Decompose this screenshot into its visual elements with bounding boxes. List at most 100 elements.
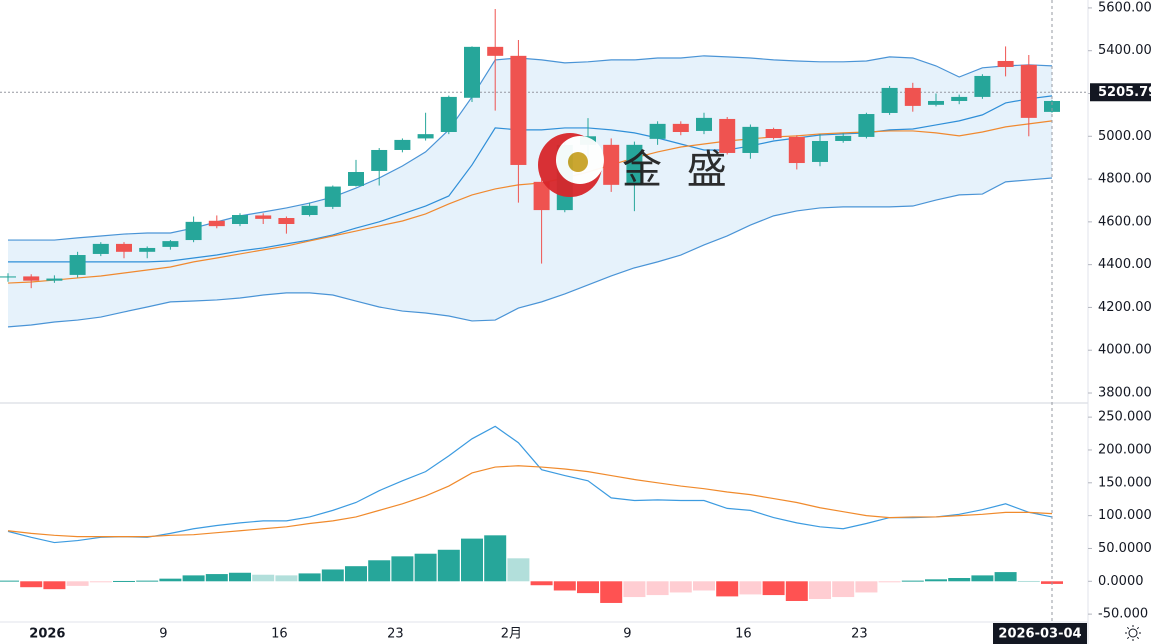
candle-body bbox=[324, 186, 341, 207]
macd-bar bbox=[159, 578, 182, 582]
macd-bar bbox=[275, 575, 298, 582]
macd-y-tick-label: -50.000 bbox=[1098, 607, 1148, 622]
candle-body bbox=[417, 134, 434, 139]
last-price-box bbox=[1090, 83, 1151, 102]
candle-body bbox=[672, 123, 689, 133]
crosshair-time-box bbox=[993, 623, 1087, 644]
candle-body bbox=[464, 46, 480, 98]
macd-bar bbox=[136, 580, 159, 582]
macd-y-tick-label: 100.000 bbox=[1098, 508, 1151, 523]
macd-bar bbox=[878, 581, 901, 583]
candle-body bbox=[116, 243, 132, 252]
line-layer bbox=[0, 55, 1088, 328]
x-tick-label: 16 bbox=[735, 627, 752, 642]
macd-bar bbox=[693, 581, 715, 591]
macd-bar bbox=[0, 580, 19, 582]
macd-bar bbox=[182, 575, 205, 582]
candle-body bbox=[719, 118, 736, 153]
settings-rays bbox=[1125, 625, 1141, 641]
macd-y-tick-label: 250.000 bbox=[1098, 410, 1151, 425]
macd-bar bbox=[553, 581, 576, 591]
candle-body bbox=[533, 181, 550, 211]
candle-body bbox=[394, 139, 411, 150]
mark-layer bbox=[0, 8, 1063, 603]
candle-body bbox=[997, 60, 1014, 67]
candle-body bbox=[696, 117, 712, 131]
macd-bar bbox=[809, 581, 831, 600]
macd-bar bbox=[1017, 580, 1040, 582]
macd-bar bbox=[832, 581, 855, 598]
macd-bar bbox=[646, 581, 669, 596]
candle-body bbox=[626, 144, 643, 185]
candle-body bbox=[46, 278, 63, 281]
macd-bar bbox=[461, 538, 483, 582]
band-layer bbox=[8, 55, 1052, 327]
axis-layer: 5600.005400.005200.005000.004800.004600.… bbox=[29, 0, 1151, 644]
macd-y-tick-label: 50.0000 bbox=[1098, 541, 1151, 556]
settings-core bbox=[1128, 628, 1138, 638]
macd-y-tick-label: 200.000 bbox=[1098, 442, 1151, 457]
macd-bar bbox=[368, 560, 391, 582]
macd-bar bbox=[762, 581, 785, 596]
settings-icon[interactable] bbox=[1125, 625, 1141, 641]
macd-bar bbox=[925, 579, 947, 582]
macd-bar bbox=[391, 556, 414, 582]
y-tick-label: 5000.00 bbox=[1098, 129, 1151, 144]
macd-bar bbox=[739, 581, 762, 595]
macd-bar bbox=[577, 581, 599, 594]
candle-body bbox=[603, 144, 620, 185]
candle-body bbox=[92, 243, 109, 254]
candle-body bbox=[440, 96, 457, 133]
x-tick-label: 23 bbox=[387, 627, 404, 642]
watermark: 金 盛 bbox=[538, 133, 733, 197]
macd-bar bbox=[345, 566, 367, 582]
candle-body bbox=[348, 172, 364, 186]
candle-body bbox=[904, 87, 921, 106]
x-tick-label: 16 bbox=[271, 627, 288, 642]
macd-bar bbox=[785, 581, 808, 601]
y-tick-label: 4800.00 bbox=[1098, 172, 1151, 187]
macd-bar bbox=[437, 549, 460, 582]
y-tick-label: 4400.00 bbox=[1098, 257, 1151, 272]
candle-body bbox=[487, 46, 504, 56]
macd-bar bbox=[669, 581, 692, 593]
macd-bar bbox=[530, 581, 553, 586]
candle-body bbox=[974, 75, 991, 97]
x-tick-label: 23 bbox=[851, 627, 868, 642]
macd-bar bbox=[229, 572, 251, 582]
x-tick-label: 9 bbox=[623, 627, 631, 642]
macd-bar bbox=[994, 572, 1017, 582]
macd-bar bbox=[716, 581, 739, 597]
crosshair-time-label: 2026-03-04 bbox=[998, 627, 1081, 642]
y-tick-label: 4200.00 bbox=[1098, 300, 1151, 315]
candle-body bbox=[69, 255, 86, 275]
macd-bar bbox=[113, 580, 135, 582]
macd-bar bbox=[321, 569, 344, 582]
last-price-label: 5205.79 bbox=[1098, 85, 1151, 100]
candle-body bbox=[788, 136, 805, 164]
candle-body bbox=[510, 55, 527, 165]
candle-body bbox=[185, 221, 202, 241]
y-tick-label: 4600.00 bbox=[1098, 214, 1151, 229]
candle-body bbox=[371, 149, 388, 171]
candle-body bbox=[301, 205, 318, 216]
candle-body bbox=[255, 215, 272, 219]
macd-bar bbox=[623, 581, 646, 598]
macd-bar bbox=[855, 581, 878, 593]
y-tick-label: 3800.00 bbox=[1098, 386, 1151, 401]
candle-body bbox=[278, 218, 295, 224]
macd-bar bbox=[89, 581, 112, 583]
macd-bar bbox=[971, 575, 994, 582]
candle-body bbox=[835, 135, 852, 141]
macd-bar bbox=[484, 535, 507, 582]
macd-bar bbox=[414, 553, 437, 582]
x-tick-label: 2026 bbox=[29, 627, 65, 642]
candle-body bbox=[765, 129, 782, 138]
y-tick-label: 4000.00 bbox=[1098, 343, 1151, 358]
candle-body bbox=[742, 126, 759, 153]
logo-text: 金 盛 bbox=[622, 147, 733, 193]
indicator-line bbox=[8, 55, 1053, 241]
candle-body bbox=[208, 220, 225, 227]
band-fill bbox=[8, 55, 1052, 327]
